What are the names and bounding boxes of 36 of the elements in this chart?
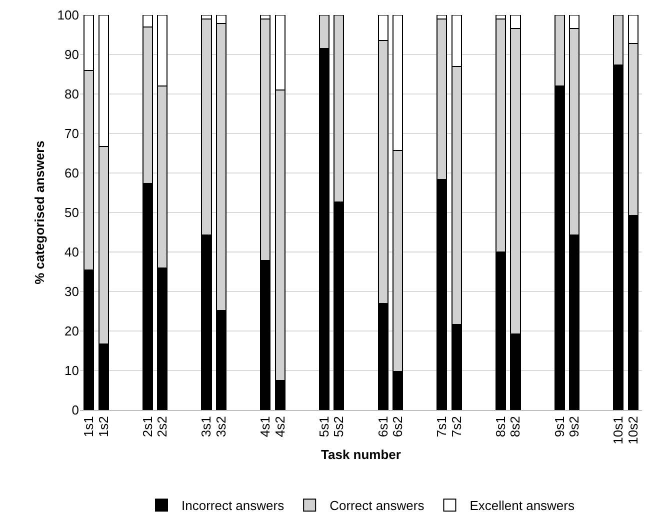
y-tick-label: 50	[64, 205, 79, 220]
y-tick-label: 40	[64, 244, 79, 260]
legend-label: Incorrect answers	[182, 498, 285, 514]
y-tick-label: 30	[64, 284, 79, 300]
x-tick-label: 8s2	[508, 416, 523, 438]
x-tick-label: 5s1	[316, 416, 332, 438]
y-tick-label: 60	[64, 166, 79, 181]
y-tick-label: 0	[72, 402, 79, 418]
x-tick-label: 2s2	[154, 416, 170, 438]
y-axis-title: % categorised answers	[32, 140, 47, 284]
x-tick-label: 8s1	[492, 416, 508, 438]
x-tick-label: 3s1	[198, 416, 214, 438]
x-tick-label: 9s1	[552, 416, 567, 438]
y-tick-label: 80	[64, 86, 79, 102]
x-tick-label: 5s2	[331, 416, 346, 438]
x-tick-label: 1s1	[81, 416, 96, 438]
legend-label: Correct answers	[330, 498, 425, 514]
x-tick-label: 1s2	[96, 416, 111, 438]
x-tick-label: 3s2	[213, 416, 228, 438]
x-tick-label: 10s1	[610, 416, 626, 444]
x-tick-label: 6s1	[375, 416, 390, 438]
x-tick-label: 4s1	[258, 416, 273, 438]
y-tick-label: 10	[64, 363, 79, 378]
legend-label: Excellent answers	[470, 498, 575, 514]
x-tick-label: 7s2	[448, 416, 464, 438]
y-tick-label: 90	[64, 47, 79, 62]
y-tick-label: 20	[64, 324, 79, 339]
x-tick-label: 4s2	[272, 416, 288, 438]
x-tick-label: 10s2	[625, 416, 640, 444]
x-tick-label: 7s1	[434, 416, 450, 438]
y-tick-label: 70	[64, 126, 79, 142]
x-tick-label: 9s2	[566, 416, 582, 438]
x-tick-label: 2s1	[140, 416, 155, 438]
x-axis-title: Task number	[321, 447, 401, 462]
x-tick-label: 6s2	[390, 416, 406, 438]
y-tick-label: 100	[57, 8, 79, 23]
